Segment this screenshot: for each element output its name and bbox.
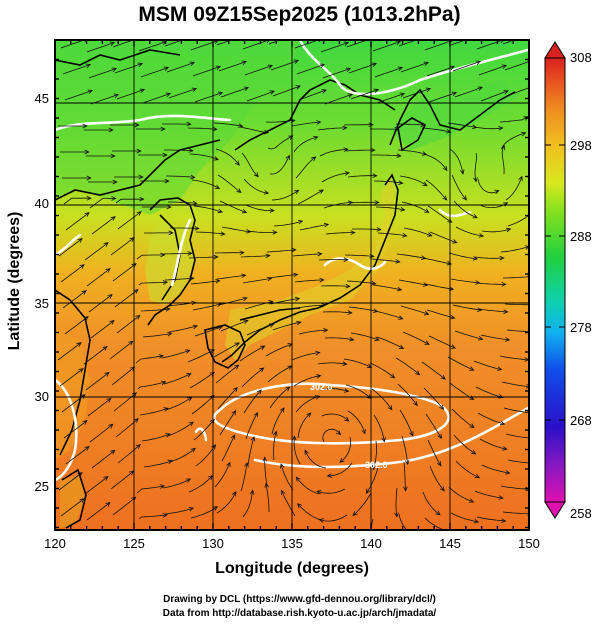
lat-tick-30: 30 [35,389,49,404]
lon-tick-145: 145 [439,536,461,551]
isotherms [55,40,529,482]
lon-tick-140: 140 [360,536,382,551]
page-title: MSM 09Z15Sep2025 (1013.2hPa) [138,3,461,26]
axis-ticks [54,39,530,530]
lon-tick-125: 125 [123,536,145,551]
credit-drawing: Drawing by DCL (https://www.gfd-dennou.o… [163,594,436,605]
colorbar-tick-268: 268 [570,413,592,428]
colorbar: 308 298 288 278 268 258 [544,41,592,521]
contour-label-1: 302.0 [310,382,333,392]
colorbar-tick-288: 288 [570,229,592,244]
coastlines [55,49,516,529]
colorbar-tick-298: 298 [570,138,592,153]
lat-tick-25: 25 [35,479,49,494]
lon-tick-130: 130 [202,536,224,551]
contour-label-2: 302.0 [365,460,388,470]
lat-tick-40: 40 [35,196,49,211]
lon-tick-135: 135 [281,536,303,551]
x-axis-label: Longitude (degrees) [215,560,369,577]
lat-tick-45: 45 [35,91,49,106]
y-axis-label: Latitude (degrees) [6,211,23,351]
credit-data: Data from http://database.rish.kyoto-u.a… [162,608,437,619]
lat-tick-35: 35 [35,296,49,311]
contour-labels: 302.0 302.0 [310,382,388,470]
lon-tick-120: 120 [44,536,66,551]
colorbar-tick-258: 258 [570,506,592,521]
colorbar-tick-278: 278 [570,320,592,335]
lat-tick-labels: 25 30 35 40 45 [35,91,49,494]
lon-tick-labels: 120 125 130 135 140 145 150 [44,536,540,551]
graticule [55,40,529,530]
lon-tick-150: 150 [518,536,540,551]
colorbar-tick-308: 308 [570,50,592,65]
